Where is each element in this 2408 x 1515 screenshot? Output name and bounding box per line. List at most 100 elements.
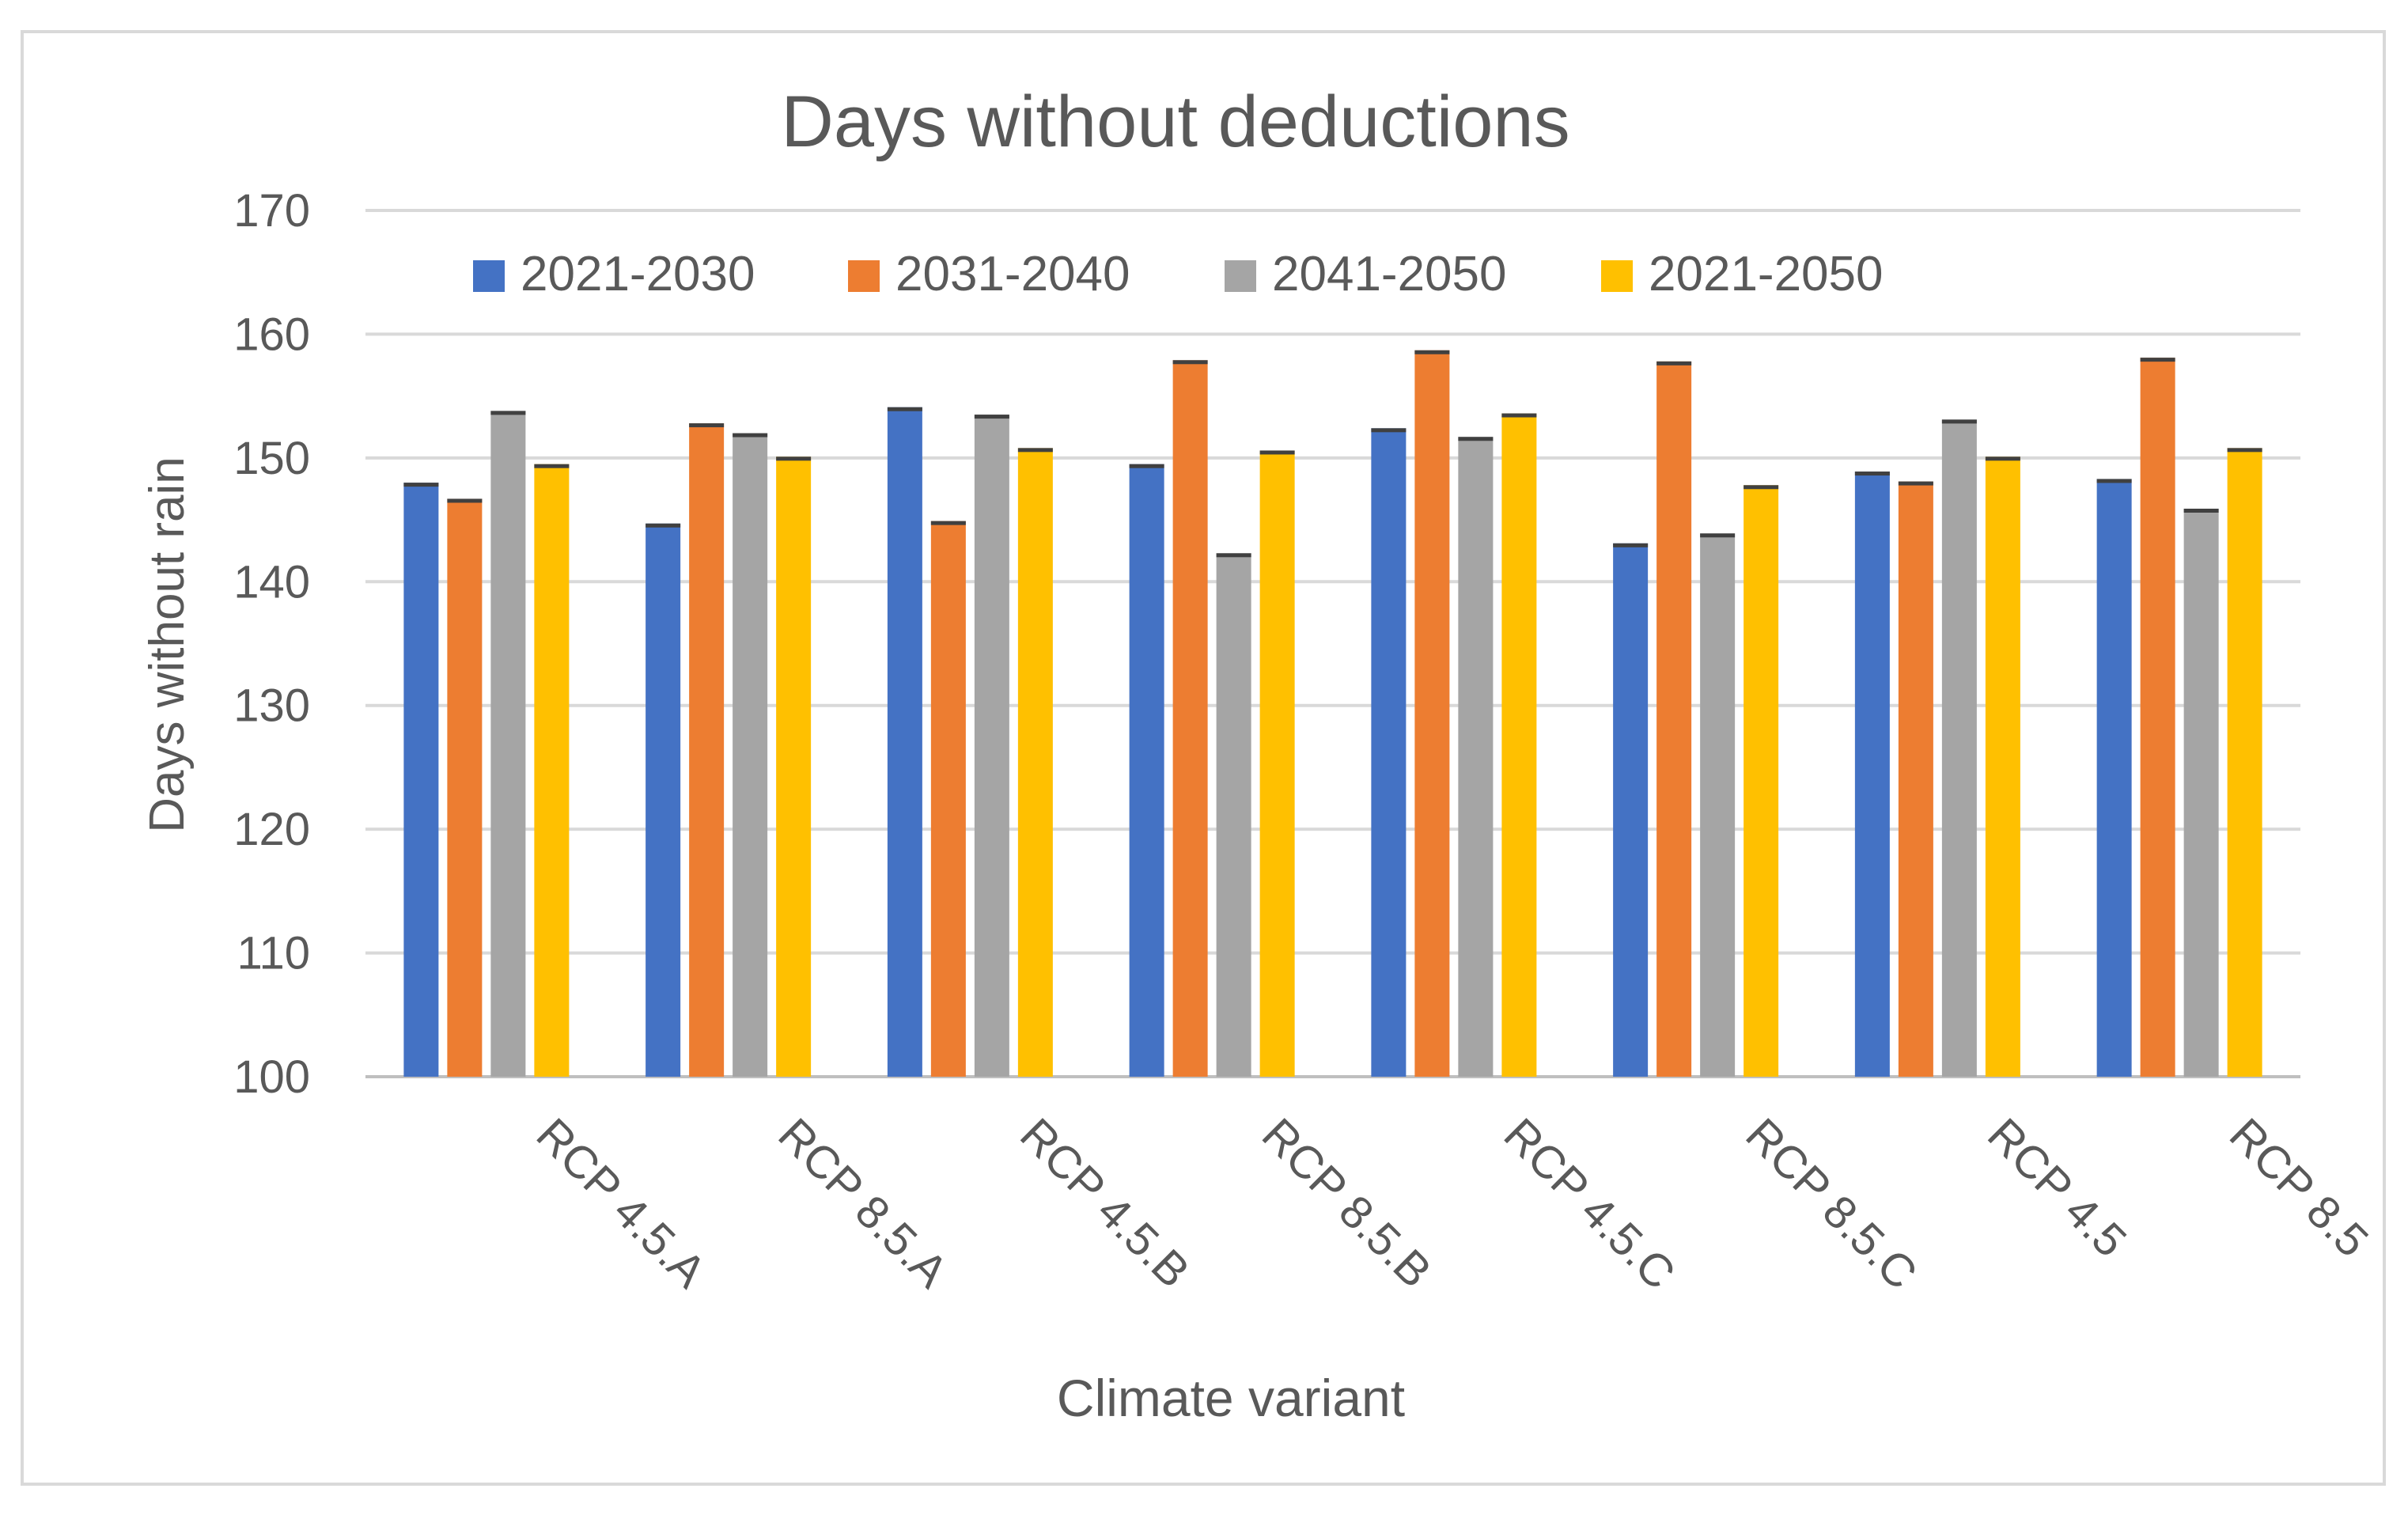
x-tick-label: RCP 4.5.A [527, 1108, 716, 1297]
bar-cap [930, 521, 966, 525]
bar [776, 456, 812, 1077]
bar [974, 415, 1009, 1077]
x-tick-label: RCP 8.5 [2220, 1108, 2378, 1267]
x-tick-label: RCP 8.5.C [1736, 1108, 1926, 1299]
y-tick-label: 120 [233, 804, 310, 855]
bar-cap [2096, 479, 2132, 483]
legend-label: 2021-2050 [1649, 247, 1884, 301]
bar-cap [1744, 485, 1779, 490]
bar-cap [776, 456, 812, 461]
bar [1458, 437, 1494, 1077]
bar [2183, 508, 2219, 1077]
bar-cap [1700, 533, 1736, 538]
legend-item: 2041-2050 [1225, 247, 1507, 301]
bar [447, 498, 483, 1077]
bar [1656, 361, 1692, 1077]
y-tick-label: 140 [233, 556, 310, 608]
chart-title: Days without deductions [781, 81, 1569, 162]
y-tick-label: 150 [233, 433, 310, 484]
legend-swatch [848, 260, 880, 292]
bar [1985, 456, 2020, 1077]
legend-item: 2031-2040 [848, 247, 1130, 301]
x-axis-ticks: RCP 4.5.A RCP 8.5.A RCP 4.5.B RCP 8.5.B RCP … [527, 1108, 2378, 1299]
bar [1172, 360, 1208, 1077]
bar-cap [1656, 361, 1692, 365]
bar-cap [1129, 464, 1164, 468]
legend-swatch [1601, 260, 1633, 292]
bar-cap [490, 411, 526, 415]
y-tick-label: 170 [233, 185, 310, 237]
bar-cap [1501, 413, 1537, 418]
bars [403, 350, 2262, 1077]
bar [2227, 448, 2262, 1077]
bar-cap [646, 523, 681, 528]
bar [2140, 358, 2175, 1077]
y-axis-ticks: 100 110 120 130 140 150 160 170 [233, 185, 310, 1103]
y-tick-label: 130 [233, 680, 310, 732]
x-tick-label: RCP 8.5.B [1252, 1108, 1441, 1297]
x-tick-label: RCP 4.5.B [1010, 1108, 1199, 1297]
bar-cap [1613, 543, 1649, 547]
x-tick-label: RCP 4.5 [1978, 1108, 2136, 1267]
bar [1259, 450, 1295, 1077]
bar-cap [1414, 350, 1450, 354]
bar [1898, 481, 1933, 1077]
bar-cap [2140, 358, 2175, 362]
y-tick-label: 160 [233, 309, 310, 360]
bar [490, 411, 526, 1077]
bar [1371, 428, 1407, 1077]
bar-cap [689, 423, 725, 428]
x-tick-label: RCP 8.5.A [768, 1108, 957, 1297]
legend-label: 2021-2030 [521, 247, 755, 301]
bar-cap [1259, 450, 1295, 455]
bar [646, 523, 681, 1077]
bar [1129, 464, 1164, 1077]
bar [1613, 543, 1649, 1077]
bar [1854, 472, 1890, 1077]
bar [689, 423, 725, 1077]
x-axis-label: Climate variant [1057, 1369, 1405, 1427]
y-axis-label: Days without rain [140, 456, 195, 833]
bar [1700, 533, 1736, 1077]
bar [2096, 479, 2132, 1077]
bar [733, 433, 768, 1077]
bar-cap [1941, 419, 1977, 424]
bar-cap [1985, 456, 2020, 461]
bar-cap [1172, 360, 1208, 365]
y-tick-label: 110 [237, 928, 310, 979]
bar-cap [2227, 448, 2262, 453]
legend-swatch [1225, 260, 1256, 292]
legend: 2021-2030 2031-2040 2041-2050 2021-2050 [473, 247, 1884, 301]
bar [930, 521, 966, 1077]
bar [1414, 350, 1450, 1077]
bar [887, 407, 922, 1077]
bar-cap [1371, 428, 1407, 433]
bar [403, 483, 439, 1077]
legend-label: 2031-2040 [895, 247, 1130, 301]
bar [1501, 413, 1537, 1077]
bar-cap [1458, 437, 1494, 441]
bar [1017, 448, 1053, 1077]
gridlines [365, 209, 2300, 1078]
bar [534, 464, 570, 1077]
bar-cap [887, 407, 922, 411]
bar [1744, 485, 1779, 1077]
bar-cap [2183, 508, 2219, 513]
legend-item: 2021-2030 [473, 247, 755, 301]
bar-cap [733, 433, 768, 437]
legend-item: 2021-2050 [1601, 247, 1884, 301]
bar [1216, 553, 1251, 1077]
x-tick-label: RCP 4.5.C [1494, 1108, 1685, 1299]
legend-label: 2041-2050 [1272, 247, 1507, 301]
bar-cap [447, 498, 483, 503]
bar-cap [1216, 553, 1251, 558]
bar-cap [1017, 448, 1053, 453]
legend-swatch [473, 260, 505, 292]
y-tick-label: 100 [233, 1051, 310, 1103]
bar [1941, 419, 1977, 1077]
bar-cap [1898, 481, 1933, 486]
bar-cap [1854, 472, 1890, 476]
bar-cap [403, 483, 439, 487]
bar-cap [974, 415, 1009, 419]
